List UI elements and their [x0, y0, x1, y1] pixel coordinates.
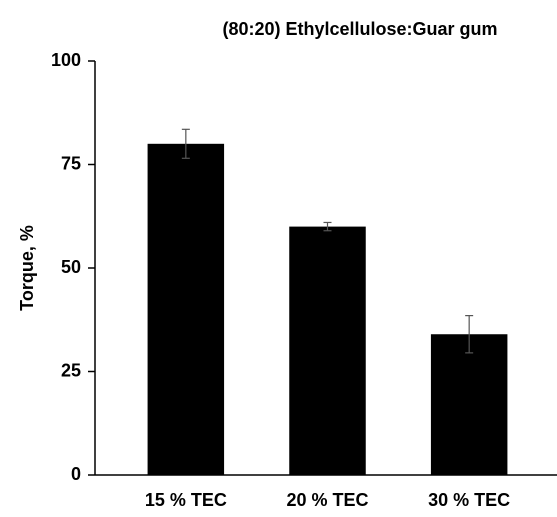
bar	[430, 334, 508, 475]
y-tick-label: 75	[61, 153, 81, 173]
y-axis-label: Torque, %	[17, 225, 37, 311]
y-tick-label: 25	[61, 360, 81, 380]
y-tick-label: 0	[71, 464, 81, 484]
x-tick-label: 30 % TEC	[428, 490, 510, 510]
x-tick-label: 15 % TEC	[145, 490, 227, 510]
bar	[147, 143, 225, 476]
chart-title: (80:20) Ethylcellulose:Guar gum	[222, 19, 497, 39]
x-tick-label: 20 % TEC	[286, 490, 368, 510]
bar	[289, 226, 366, 475]
y-tick-label: 50	[61, 257, 81, 277]
y-tick-label: 100	[51, 50, 81, 70]
